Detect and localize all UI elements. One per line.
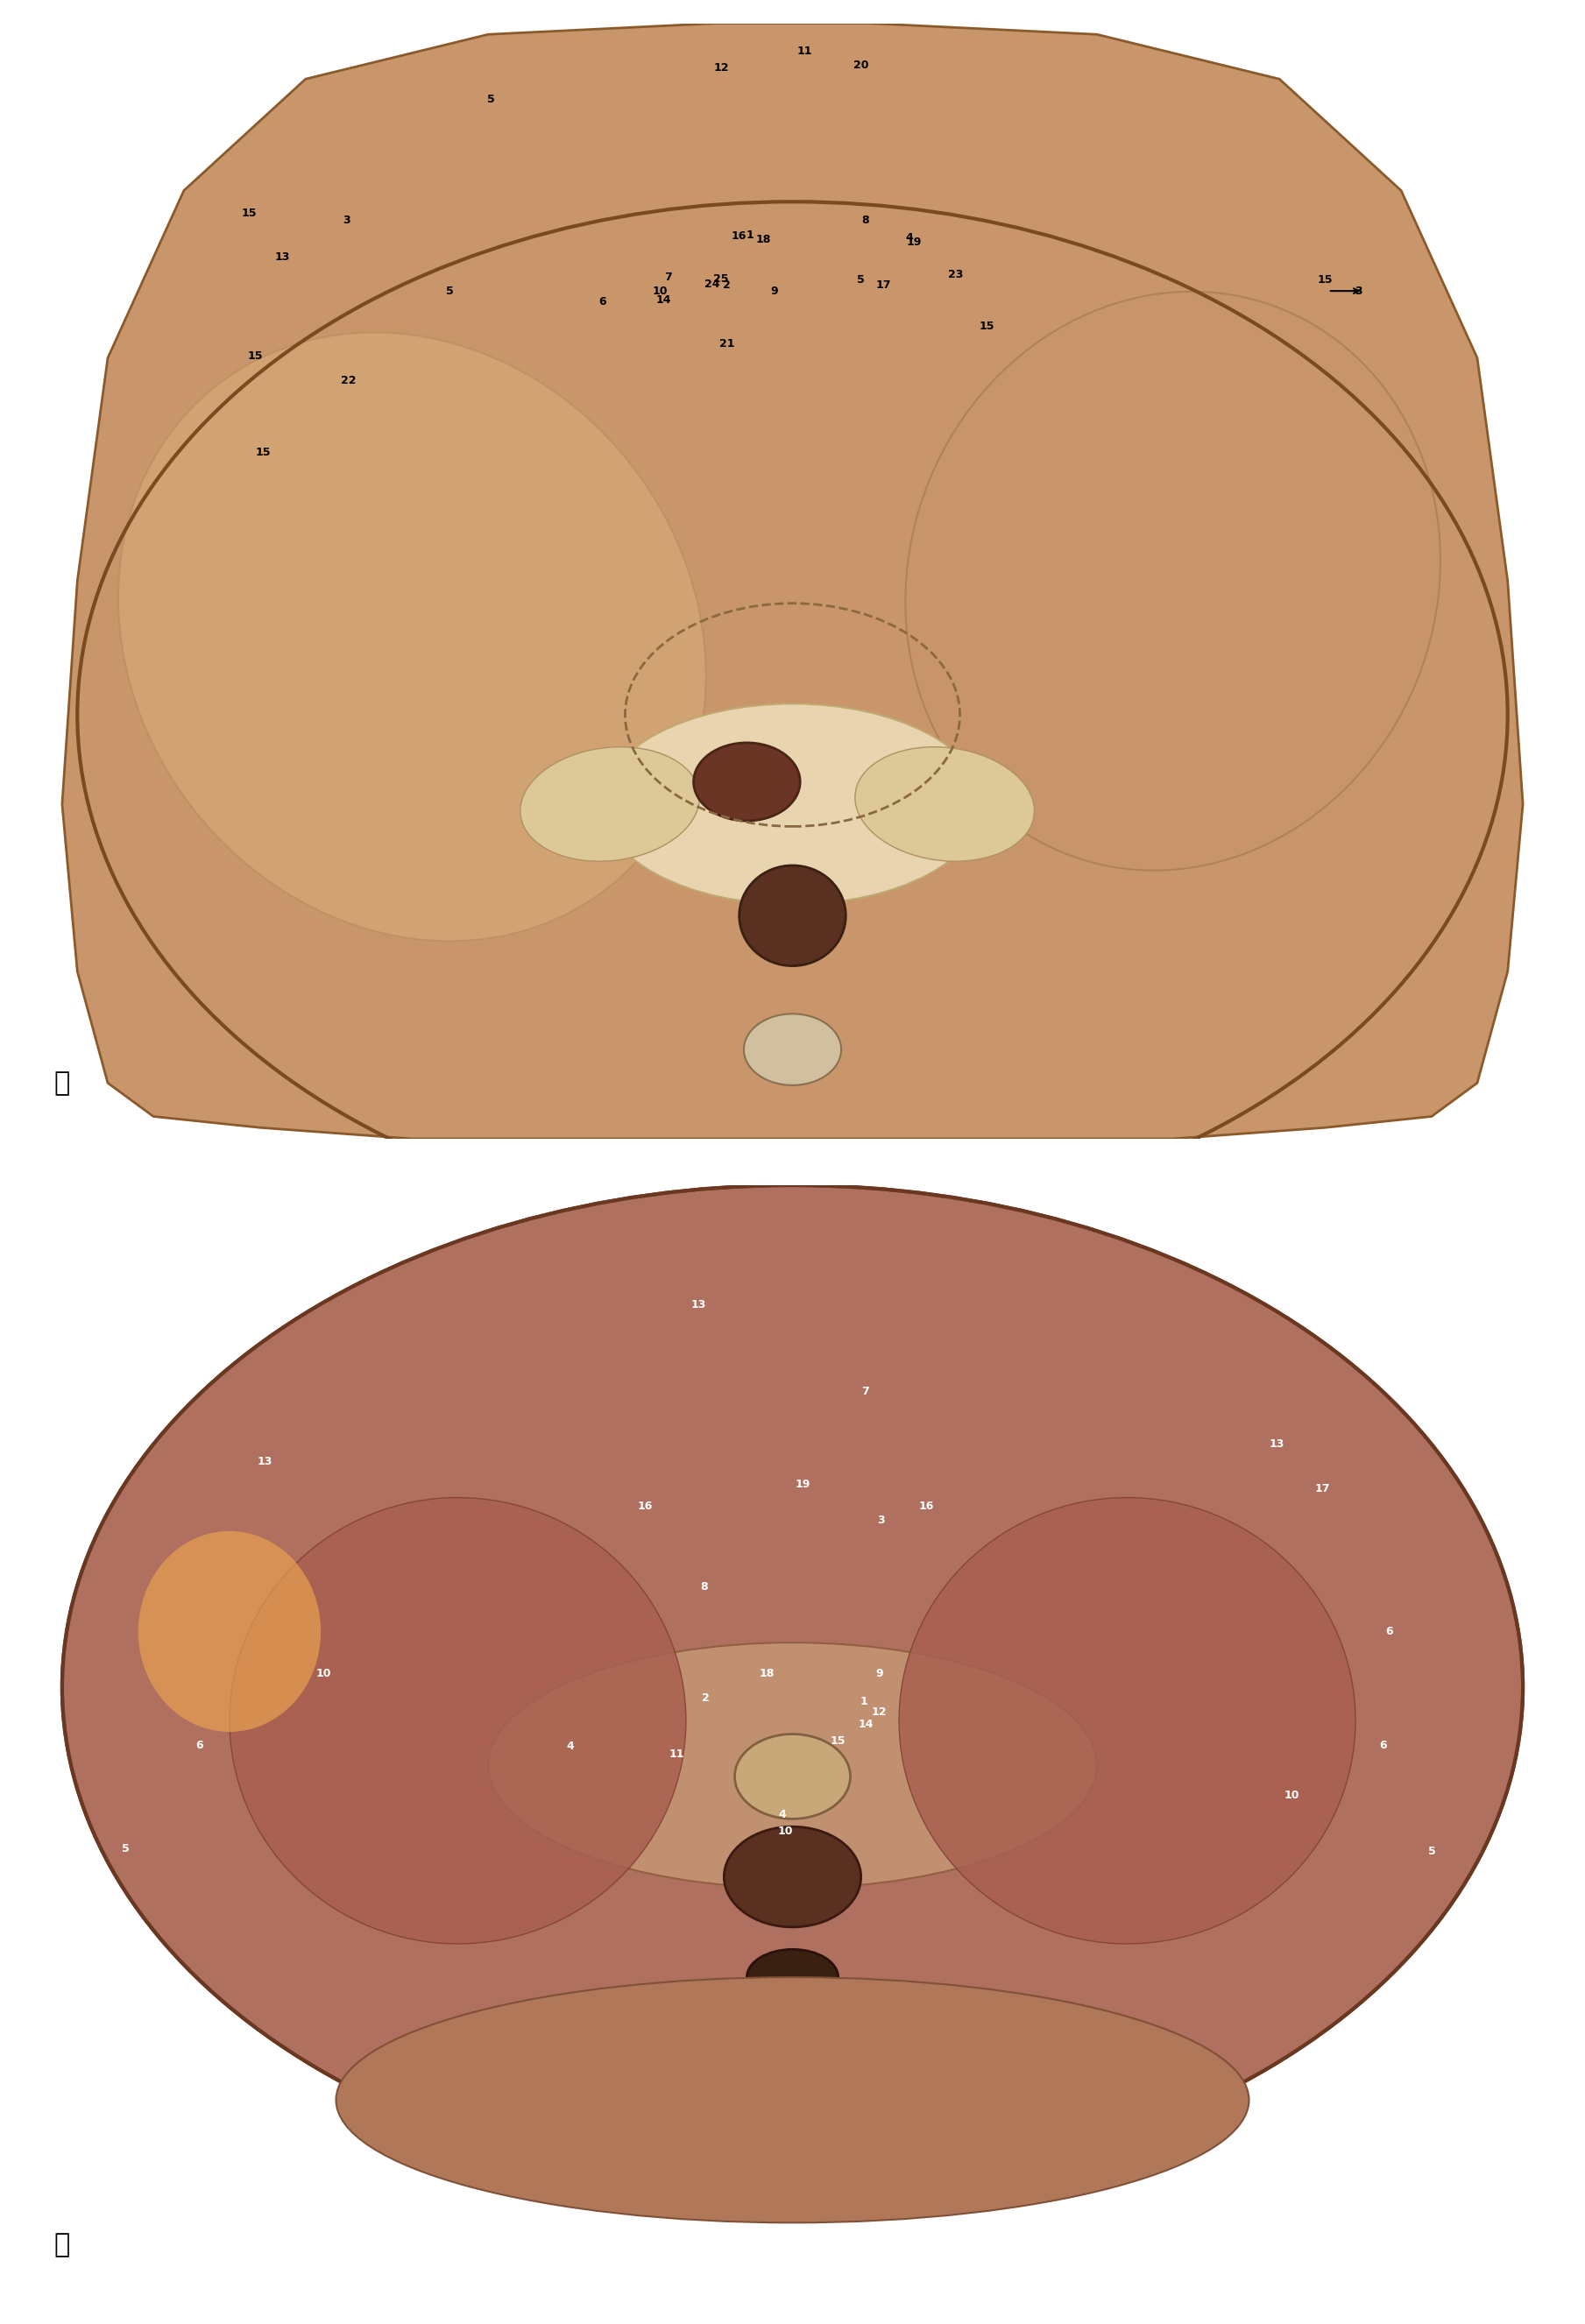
Text: 3: 3 [1355,286,1363,297]
Text: 7: 7 [862,1385,869,1397]
Text: 13: 13 [282,1299,298,1311]
Text: 23: 23 [948,270,964,279]
Text: 16: 16 [919,1501,934,1513]
Text: 4: 4 [566,1741,574,1752]
Text: 15: 15 [831,1736,846,1745]
Text: 5: 5 [447,286,453,297]
Ellipse shape [754,1027,831,1071]
Text: 24: 24 [704,279,720,290]
Ellipse shape [62,1185,1523,2189]
Ellipse shape [230,1497,686,1943]
Text: 11: 11 [797,46,813,56]
Text: 10: 10 [653,286,667,297]
Text: 1: 1 [747,230,754,242]
Text: 5: 5 [488,93,495,105]
Text: 25: 25 [713,272,729,284]
Text: 16: 16 [637,1501,653,1513]
Text: 8: 8 [701,1580,708,1592]
Text: 4: 4 [778,1808,786,1820]
Ellipse shape [602,704,983,904]
Text: 19: 19 [907,237,922,249]
Text: 5: 5 [857,274,865,286]
Text: 13: 13 [1268,1439,1284,1450]
Text: 19: 19 [796,1478,812,1490]
Text: 12: 12 [713,63,729,74]
Text: 9: 9 [875,1669,883,1680]
Text: 17: 17 [877,279,891,290]
Ellipse shape [899,1497,1355,1943]
Text: 10: 10 [777,1824,792,1836]
Ellipse shape [747,1950,838,2006]
Ellipse shape [739,865,846,967]
Text: 16: 16 [732,230,747,242]
Text: 22: 22 [341,374,357,386]
Circle shape [694,744,800,820]
Text: 2: 2 [723,279,731,290]
Text: 13: 13 [276,251,290,263]
Ellipse shape [488,1643,1097,1887]
Text: 10: 10 [1284,1789,1300,1801]
Text: 14: 14 [656,295,670,304]
Ellipse shape [336,1978,1249,2222]
Text: 15: 15 [247,351,263,360]
Text: 18: 18 [756,235,772,246]
Ellipse shape [119,332,705,941]
Text: 8: 8 [862,216,869,225]
Text: 17: 17 [1314,1483,1330,1494]
Text: 3: 3 [877,1515,884,1525]
Text: 7: 7 [664,272,672,284]
Text: 15: 15 [255,446,271,458]
Text: 13: 13 [691,1299,705,1311]
Text: 11: 11 [669,1748,685,1759]
Ellipse shape [854,746,1035,862]
Circle shape [724,1827,861,1927]
Text: 6: 6 [195,1741,203,1750]
Text: 2: 2 [702,1692,710,1703]
Text: 5: 5 [122,1843,130,1855]
Circle shape [735,1734,850,1820]
Text: 1: 1 [861,1697,869,1708]
Text: 9: 9 [770,286,778,297]
Text: 4: 4 [907,232,913,244]
Text: 6: 6 [599,297,605,307]
Text: 21: 21 [720,337,735,349]
Text: 6: 6 [1385,1627,1393,1636]
Text: 15: 15 [241,207,257,218]
Ellipse shape [883,1994,1067,2161]
Text: Ⓐ: Ⓐ [54,1071,70,1095]
Text: 14: 14 [857,1717,873,1729]
Ellipse shape [138,1532,320,1731]
Text: Ⓑ: Ⓑ [54,2233,70,2257]
Text: 18: 18 [759,1669,773,1680]
Text: 15: 15 [1317,274,1333,286]
PathPatch shape [62,23,1523,1139]
Text: 3: 3 [342,216,350,225]
Text: 5: 5 [1428,1845,1436,1857]
Text: 15: 15 [980,321,995,332]
Ellipse shape [518,1994,702,2161]
Text: 12: 12 [872,1706,888,1717]
Text: 13: 13 [257,1457,273,1466]
Text: 20: 20 [853,60,869,72]
Ellipse shape [520,746,699,862]
Text: 10: 10 [315,1669,331,1680]
Circle shape [743,1013,842,1085]
Ellipse shape [905,290,1441,872]
Text: 6: 6 [1379,1741,1387,1750]
